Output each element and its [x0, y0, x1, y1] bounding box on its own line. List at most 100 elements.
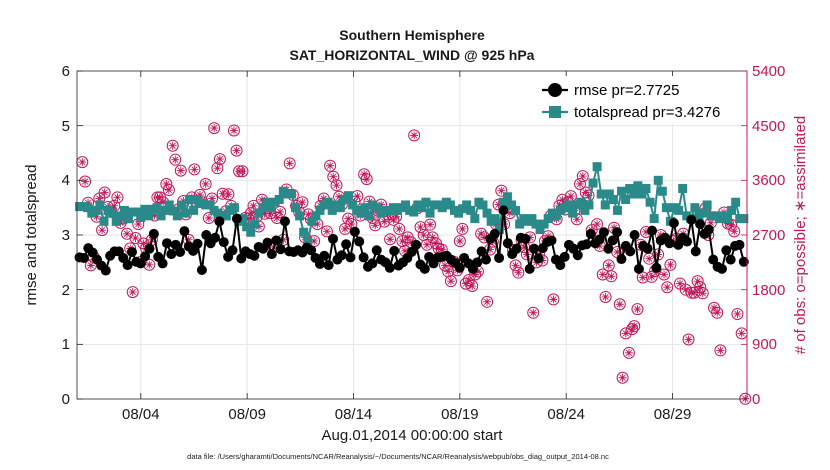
obs-possible-marker: [444, 275, 457, 288]
y-tick-label-left: 5: [62, 118, 70, 135]
obs-assimilated-marker: [693, 277, 702, 286]
obs-possible-marker: [360, 173, 373, 186]
obs-assimilated-marker: [128, 288, 137, 297]
obs-possible-marker: [645, 270, 658, 283]
obs-assimilated-marker: [690, 288, 699, 297]
x-tick-label: 08/24: [547, 406, 585, 423]
obs-assimilated-marker: [100, 188, 109, 197]
rmse-point: [275, 244, 286, 255]
totalspread-point: [731, 197, 741, 207]
obs-assimilated-marker: [446, 277, 455, 286]
legend-label-rmse: rmse pr=2.7725: [574, 82, 679, 99]
obs-possible-marker: [426, 231, 439, 244]
obs-assimilated-marker: [647, 272, 656, 281]
totalspread-point: [189, 205, 199, 215]
rmse-point: [476, 246, 487, 257]
totalspread-point: [266, 203, 276, 213]
x-tick-label: 08/29: [654, 406, 692, 423]
obs-possible-marker: [393, 222, 406, 235]
obs-assimilated-marker: [630, 322, 639, 331]
obs-assimilated-marker: [716, 346, 725, 355]
obs-assimilated-marker: [285, 159, 294, 168]
y-tick-label-left: 3: [62, 227, 70, 244]
totalspread-point: [531, 219, 541, 229]
obs-possible-marker: [628, 320, 641, 333]
obs-assimilated-marker: [737, 329, 746, 338]
totalspread-point: [470, 214, 480, 224]
obs-possible-marker: [384, 233, 397, 246]
rmse-point: [703, 224, 714, 235]
obs-possible-marker: [602, 259, 615, 272]
obs-assimilated-marker: [584, 191, 593, 200]
obs-assimilated-marker: [696, 283, 705, 292]
totalspread-point: [152, 203, 162, 213]
totalspread-point: [168, 206, 178, 216]
obs-assimilated-marker: [480, 233, 489, 242]
totalspread-point: [649, 214, 659, 224]
obs-assimilated-marker: [497, 186, 506, 195]
obs-assimilated-marker: [298, 198, 307, 207]
totalspread-point: [335, 203, 345, 213]
rmse-point: [651, 262, 662, 273]
rmse-point: [533, 253, 544, 264]
x-tick-label: 08/19: [441, 406, 479, 423]
totalspread-point: [653, 175, 663, 185]
obs-possible-marker: [213, 153, 226, 166]
obs-possible-marker: [222, 188, 235, 201]
obs-possible-marker: [527, 306, 540, 319]
obs-possible-marker: [199, 177, 212, 190]
obs-possible-marker: [230, 144, 243, 157]
totalspread-point: [111, 216, 121, 226]
obs-assimilated-marker: [344, 214, 353, 223]
obs-assimilated-marker: [400, 246, 409, 255]
y-tick-label-right: 5400: [752, 63, 785, 80]
totalspread-point: [144, 211, 154, 221]
rmse-point: [612, 227, 623, 238]
totalspread-point: [250, 219, 260, 229]
rmse-point: [629, 230, 640, 240]
obs-assimilated-marker: [410, 131, 419, 140]
obs-assimilated-marker: [471, 270, 480, 279]
obs-assimilated-marker: [168, 141, 177, 150]
obs-possible-marker: [658, 268, 671, 281]
obs-assimilated-marker: [131, 234, 140, 243]
totalspread-point: [132, 207, 142, 217]
totalspread-point: [702, 200, 712, 210]
totalspread-point: [633, 181, 643, 191]
totalspread-point: [482, 208, 492, 218]
obs-assimilated-marker: [558, 195, 567, 204]
obs-assimilated-marker: [419, 231, 428, 239]
obs-possible-marker: [622, 346, 635, 359]
y-tick-label-left: 1: [62, 336, 70, 353]
obs-assimilated-marker: [110, 201, 119, 210]
obs-assimilated-marker: [329, 172, 338, 181]
obs-assimilated-marker: [150, 211, 159, 220]
rmse-point: [218, 237, 229, 248]
totalspread-point: [507, 200, 517, 210]
axis-ticks: [77, 70, 748, 400]
totalspread-point: [494, 225, 504, 235]
x-tick-label: 08/14: [335, 406, 373, 423]
obs-possible-marker: [79, 175, 92, 188]
obs-assimilated-marker: [434, 244, 443, 253]
y-tick-label-left: 6: [62, 63, 70, 80]
rmse-point: [175, 246, 186, 257]
obs-possible-marker: [283, 157, 296, 170]
obs-assimilated-marker: [347, 220, 356, 229]
totalspread-point: [621, 194, 631, 204]
obs-assimilated-marker: [422, 240, 431, 249]
legend-box: [537, 76, 742, 124]
y-axis-label-right: # of obs: o=possible; ∗=assimilated: [792, 116, 809, 355]
obs-assimilated-marker: [514, 268, 523, 277]
obs-possible-marker: [236, 165, 249, 178]
totalspread-point: [356, 208, 366, 218]
rmse-point: [546, 235, 557, 246]
x-axis-label: Aug.01,2014 00:00:00 start: [322, 427, 504, 444]
rmse-point: [126, 246, 137, 257]
rmse-point: [384, 262, 395, 273]
rmse-point: [642, 243, 653, 254]
obs-possible-marker: [619, 327, 632, 340]
rmse-point: [345, 252, 356, 263]
totalspread-point: [539, 219, 549, 229]
rmse-point: [716, 263, 727, 274]
